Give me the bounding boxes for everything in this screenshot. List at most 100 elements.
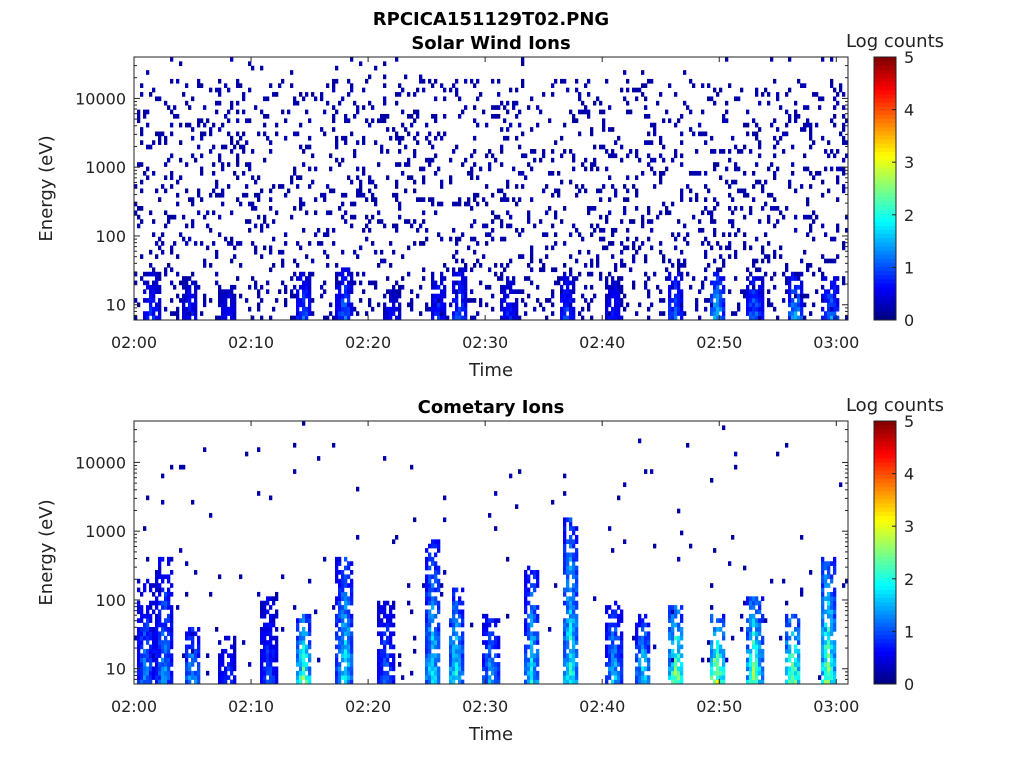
- heatmap-cell: [722, 631, 726, 637]
- heatmap-cell: [155, 315, 159, 321]
- heatmap-cell: [530, 249, 534, 255]
- heatmap-cell: [398, 306, 402, 312]
- heatmap-cell: [812, 92, 816, 97]
- heatmap-cell: [458, 596, 462, 602]
- heatmap-cell: [761, 258, 765, 264]
- heatmap-cell: [482, 631, 486, 637]
- heatmap-cell: [635, 640, 639, 645]
- heatmap-cell: [428, 648, 432, 654]
- heatmap-cell: [185, 122, 189, 128]
- heatmap-cell: [704, 170, 708, 176]
- heatmap-cell: [620, 640, 624, 645]
- heatmap-cell: [833, 644, 837, 650]
- heatmap-cell: [347, 280, 351, 286]
- heatmap-cell: [389, 622, 393, 628]
- heatmap-cell: [440, 306, 444, 312]
- heatmap-cell: [653, 131, 657, 137]
- heatmap-cell: [644, 96, 648, 102]
- heatmap-cell: [239, 574, 243, 580]
- heatmap-cell: [572, 561, 576, 566]
- heatmap-cell: [491, 78, 495, 84]
- heatmap-cell: [401, 87, 405, 93]
- heatmap-cell: [788, 618, 792, 623]
- heatmap-cell: [362, 140, 366, 145]
- heatmap-cell: [341, 613, 345, 619]
- heatmap-cell: [266, 644, 270, 650]
- heatmap-cell: [428, 666, 432, 672]
- heatmap-cell: [368, 122, 372, 128]
- heatmap-cell: [212, 122, 216, 128]
- heatmap-cell: [515, 315, 519, 321]
- heatmap-cell: [239, 135, 243, 141]
- heatmap-cell: [758, 179, 762, 185]
- heatmap-cell: [344, 192, 348, 198]
- heatmap-cell: [338, 556, 342, 562]
- heatmap-cell: [329, 210, 333, 216]
- heatmap-cell: [152, 666, 156, 672]
- heatmap-cell: [305, 679, 309, 685]
- heatmap-cell: [431, 284, 435, 290]
- colorbar-swatch: [874, 233, 896, 239]
- heatmap-cell: [434, 302, 438, 308]
- heatmap-cell: [560, 315, 564, 321]
- heatmap-cell: [146, 653, 150, 658]
- heatmap-cell: [302, 162, 306, 167]
- heatmap-cell: [272, 263, 276, 268]
- heatmap-cell: [611, 640, 615, 645]
- heatmap-cell: [563, 662, 567, 667]
- heatmap-cell: [401, 122, 405, 128]
- heatmap-cell: [455, 236, 459, 242]
- heatmap-cell: [839, 482, 843, 488]
- heatmap-cell: [485, 184, 489, 189]
- heatmap-cell: [530, 96, 534, 102]
- heatmap-cell: [461, 600, 465, 606]
- heatmap-cell: [680, 679, 684, 685]
- heatmap-cell: [161, 605, 165, 610]
- heatmap-cell: [791, 271, 795, 277]
- heatmap-cell: [485, 644, 489, 650]
- colorbar-swatch: [874, 126, 896, 132]
- heatmap-cell: [845, 118, 849, 124]
- heatmap-cell: [749, 653, 753, 658]
- heatmap-cell: [425, 648, 429, 654]
- heatmap-cell: [680, 635, 684, 641]
- colorbar-swatch: [874, 548, 896, 553]
- heatmap-cell: [392, 127, 396, 132]
- heatmap-cell: [347, 613, 351, 619]
- heatmap-cell: [674, 293, 678, 299]
- heatmap-cell: [191, 127, 195, 132]
- colorbar-swatch: [874, 626, 896, 631]
- heatmap-cell: [833, 236, 837, 242]
- heatmap-cell: [158, 245, 162, 251]
- heatmap-cell: [269, 644, 273, 650]
- heatmap-cell: [563, 679, 567, 685]
- heatmap-cell: [461, 293, 465, 299]
- heatmap-cell: [305, 276, 309, 281]
- heatmap-cell: [170, 175, 174, 181]
- heatmap-cell: [158, 670, 162, 676]
- heatmap-cell: [677, 648, 681, 654]
- heatmap-cell: [788, 657, 792, 663]
- heatmap-cell: [227, 87, 231, 93]
- heatmap-cell: [185, 631, 189, 637]
- heatmap-cell: [761, 613, 765, 619]
- heatmap-cell: [383, 293, 387, 299]
- heatmap-cell: [713, 670, 717, 676]
- heatmap-cell: [833, 679, 837, 685]
- heatmap-cell: [494, 666, 498, 672]
- heatmap-cell: [605, 644, 609, 650]
- heatmap-cell: [635, 644, 639, 650]
- heatmap-cell: [506, 556, 510, 562]
- heatmap-cell: [335, 670, 339, 676]
- heatmap-cell: [506, 210, 510, 216]
- heatmap-cell: [788, 679, 792, 685]
- heatmap-cell: [452, 298, 456, 303]
- heatmap-cell: [806, 197, 810, 202]
- heatmap-cell: [596, 166, 600, 172]
- heatmap-cell: [533, 640, 537, 645]
- heatmap-cell: [785, 600, 789, 606]
- heatmap-cell: [659, 153, 663, 159]
- heatmap-cell: [152, 271, 156, 277]
- heatmap-cell: [791, 670, 795, 676]
- heatmap-cell: [413, 135, 417, 141]
